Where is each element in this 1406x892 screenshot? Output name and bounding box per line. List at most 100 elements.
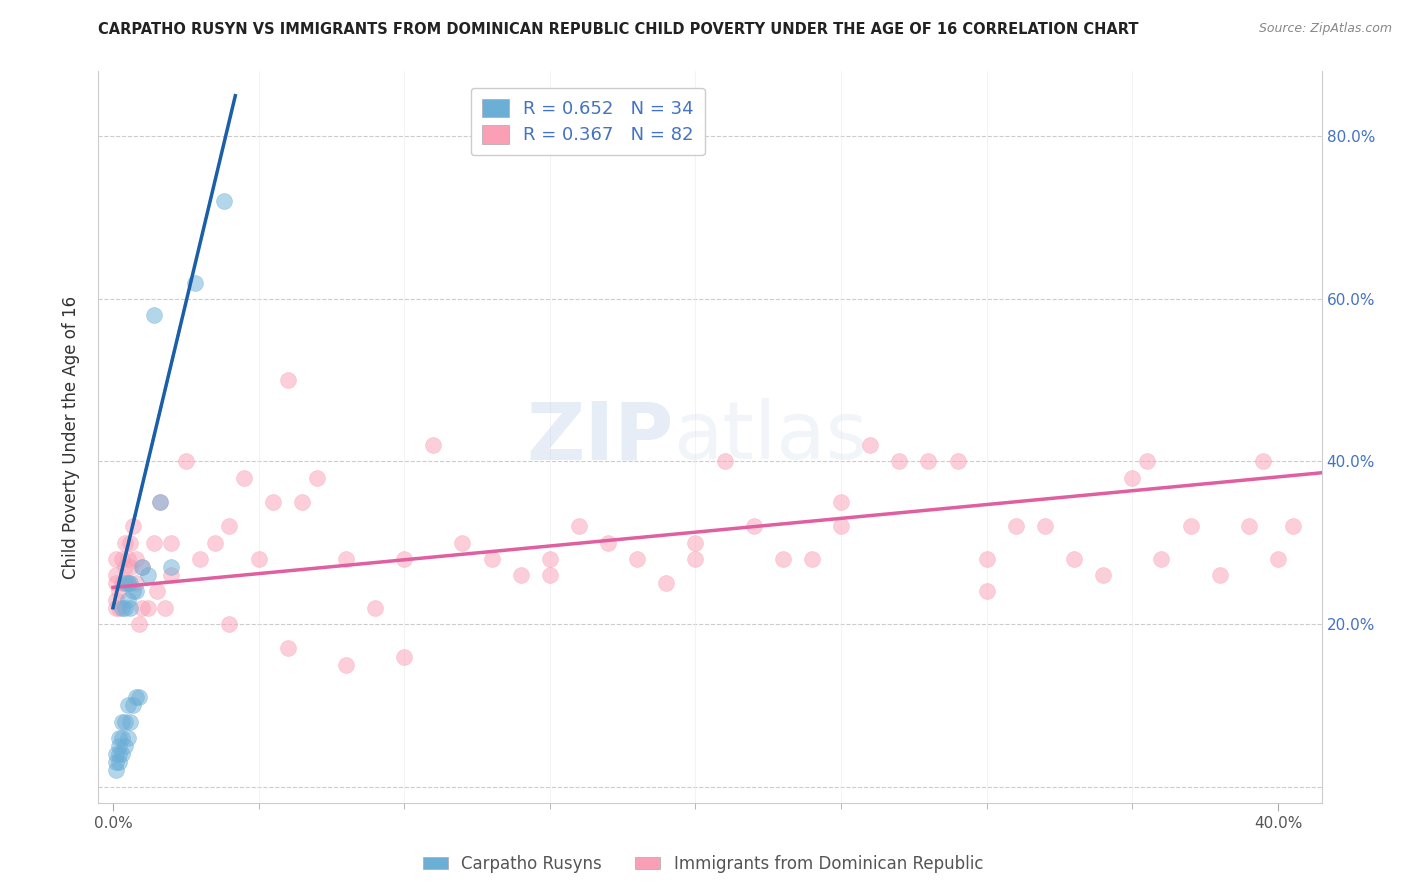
Point (481, 552, 503, 566)
Point (117, 576, 139, 591)
Point (538, 552, 561, 566)
Point (122, 519, 145, 533)
Point (247, 552, 270, 566)
Point (174, 454, 197, 468)
Point (104, 600, 127, 615)
Point (117, 576, 139, 591)
Text: ZIP: ZIP (526, 398, 673, 476)
Point (568, 519, 591, 533)
Point (104, 576, 127, 591)
Legend: R = 0.652   N = 34, R = 0.367   N = 82: R = 0.652 N = 34, R = 0.367 N = 82 (471, 87, 704, 155)
Text: atlas: atlas (673, 398, 868, 476)
Point (1033, 519, 1056, 533)
Point (104, 764, 127, 778)
Point (125, 690, 148, 705)
Point (149, 495, 172, 509)
Point (104, 568, 127, 582)
Point (262, 495, 284, 509)
Point (335, 657, 357, 672)
Point (1150, 552, 1173, 566)
Point (104, 552, 127, 566)
Point (277, 641, 299, 656)
Point (742, 519, 765, 533)
Point (830, 519, 852, 533)
Point (598, 535, 620, 549)
Point (655, 576, 678, 591)
Point (509, 568, 531, 582)
Point (136, 600, 159, 615)
Point (1180, 519, 1202, 533)
Point (128, 690, 150, 705)
Point (1237, 519, 1260, 533)
Point (125, 584, 148, 599)
Point (364, 600, 387, 615)
Point (120, 600, 142, 615)
Point (131, 600, 153, 615)
Legend: Carpatho Rusyns, Immigrants from Dominican Republic: Carpatho Rusyns, Immigrants from Dominic… (416, 848, 990, 880)
Point (128, 617, 150, 632)
Point (626, 552, 648, 566)
Point (120, 576, 142, 591)
Point (114, 576, 136, 591)
Point (111, 747, 134, 761)
Point (160, 535, 183, 549)
Point (1092, 568, 1115, 582)
Point (830, 495, 852, 509)
Point (108, 600, 131, 615)
Point (120, 535, 142, 549)
Point (117, 731, 139, 745)
Point (149, 495, 172, 509)
Point (713, 454, 735, 468)
Point (131, 560, 153, 574)
Point (917, 454, 939, 468)
Point (685, 552, 707, 566)
Point (114, 714, 136, 729)
Point (104, 592, 127, 607)
Point (218, 519, 240, 533)
Point (108, 755, 131, 769)
Point (218, 617, 240, 632)
Point (117, 552, 139, 566)
Point (233, 471, 256, 485)
Point (122, 584, 145, 599)
Point (111, 714, 134, 729)
Point (125, 576, 148, 591)
Point (772, 552, 794, 566)
Point (108, 747, 131, 761)
Point (976, 584, 998, 599)
Point (212, 194, 235, 209)
Point (422, 438, 444, 452)
Point (160, 560, 183, 574)
Point (889, 454, 911, 468)
Y-axis label: Child Poverty Under the Age of 16: Child Poverty Under the Age of 16 (62, 295, 80, 579)
Point (1281, 519, 1303, 533)
Point (145, 584, 167, 599)
Point (136, 568, 159, 582)
Point (111, 552, 134, 566)
Point (111, 600, 134, 615)
Point (122, 698, 145, 713)
Point (125, 552, 148, 566)
Point (142, 535, 165, 549)
Point (1063, 552, 1085, 566)
Text: CARPATHO RUSYN VS IMMIGRANTS FROM DOMINICAN REPUBLIC CHILD POVERTY UNDER THE AGE: CARPATHO RUSYN VS IMMIGRANTS FROM DOMINI… (98, 22, 1139, 37)
Point (277, 373, 299, 387)
Point (114, 600, 136, 615)
Point (1208, 568, 1232, 582)
Point (120, 560, 142, 574)
Point (859, 438, 882, 452)
Point (120, 714, 142, 729)
Point (976, 552, 998, 566)
Point (394, 649, 416, 664)
Point (946, 454, 969, 468)
Point (1121, 471, 1143, 485)
Point (1253, 454, 1275, 468)
Point (183, 276, 205, 290)
Point (117, 698, 139, 713)
Point (114, 535, 136, 549)
Point (451, 535, 474, 549)
Point (114, 739, 136, 753)
Point (117, 592, 139, 607)
Point (104, 747, 127, 761)
Point (188, 552, 212, 566)
